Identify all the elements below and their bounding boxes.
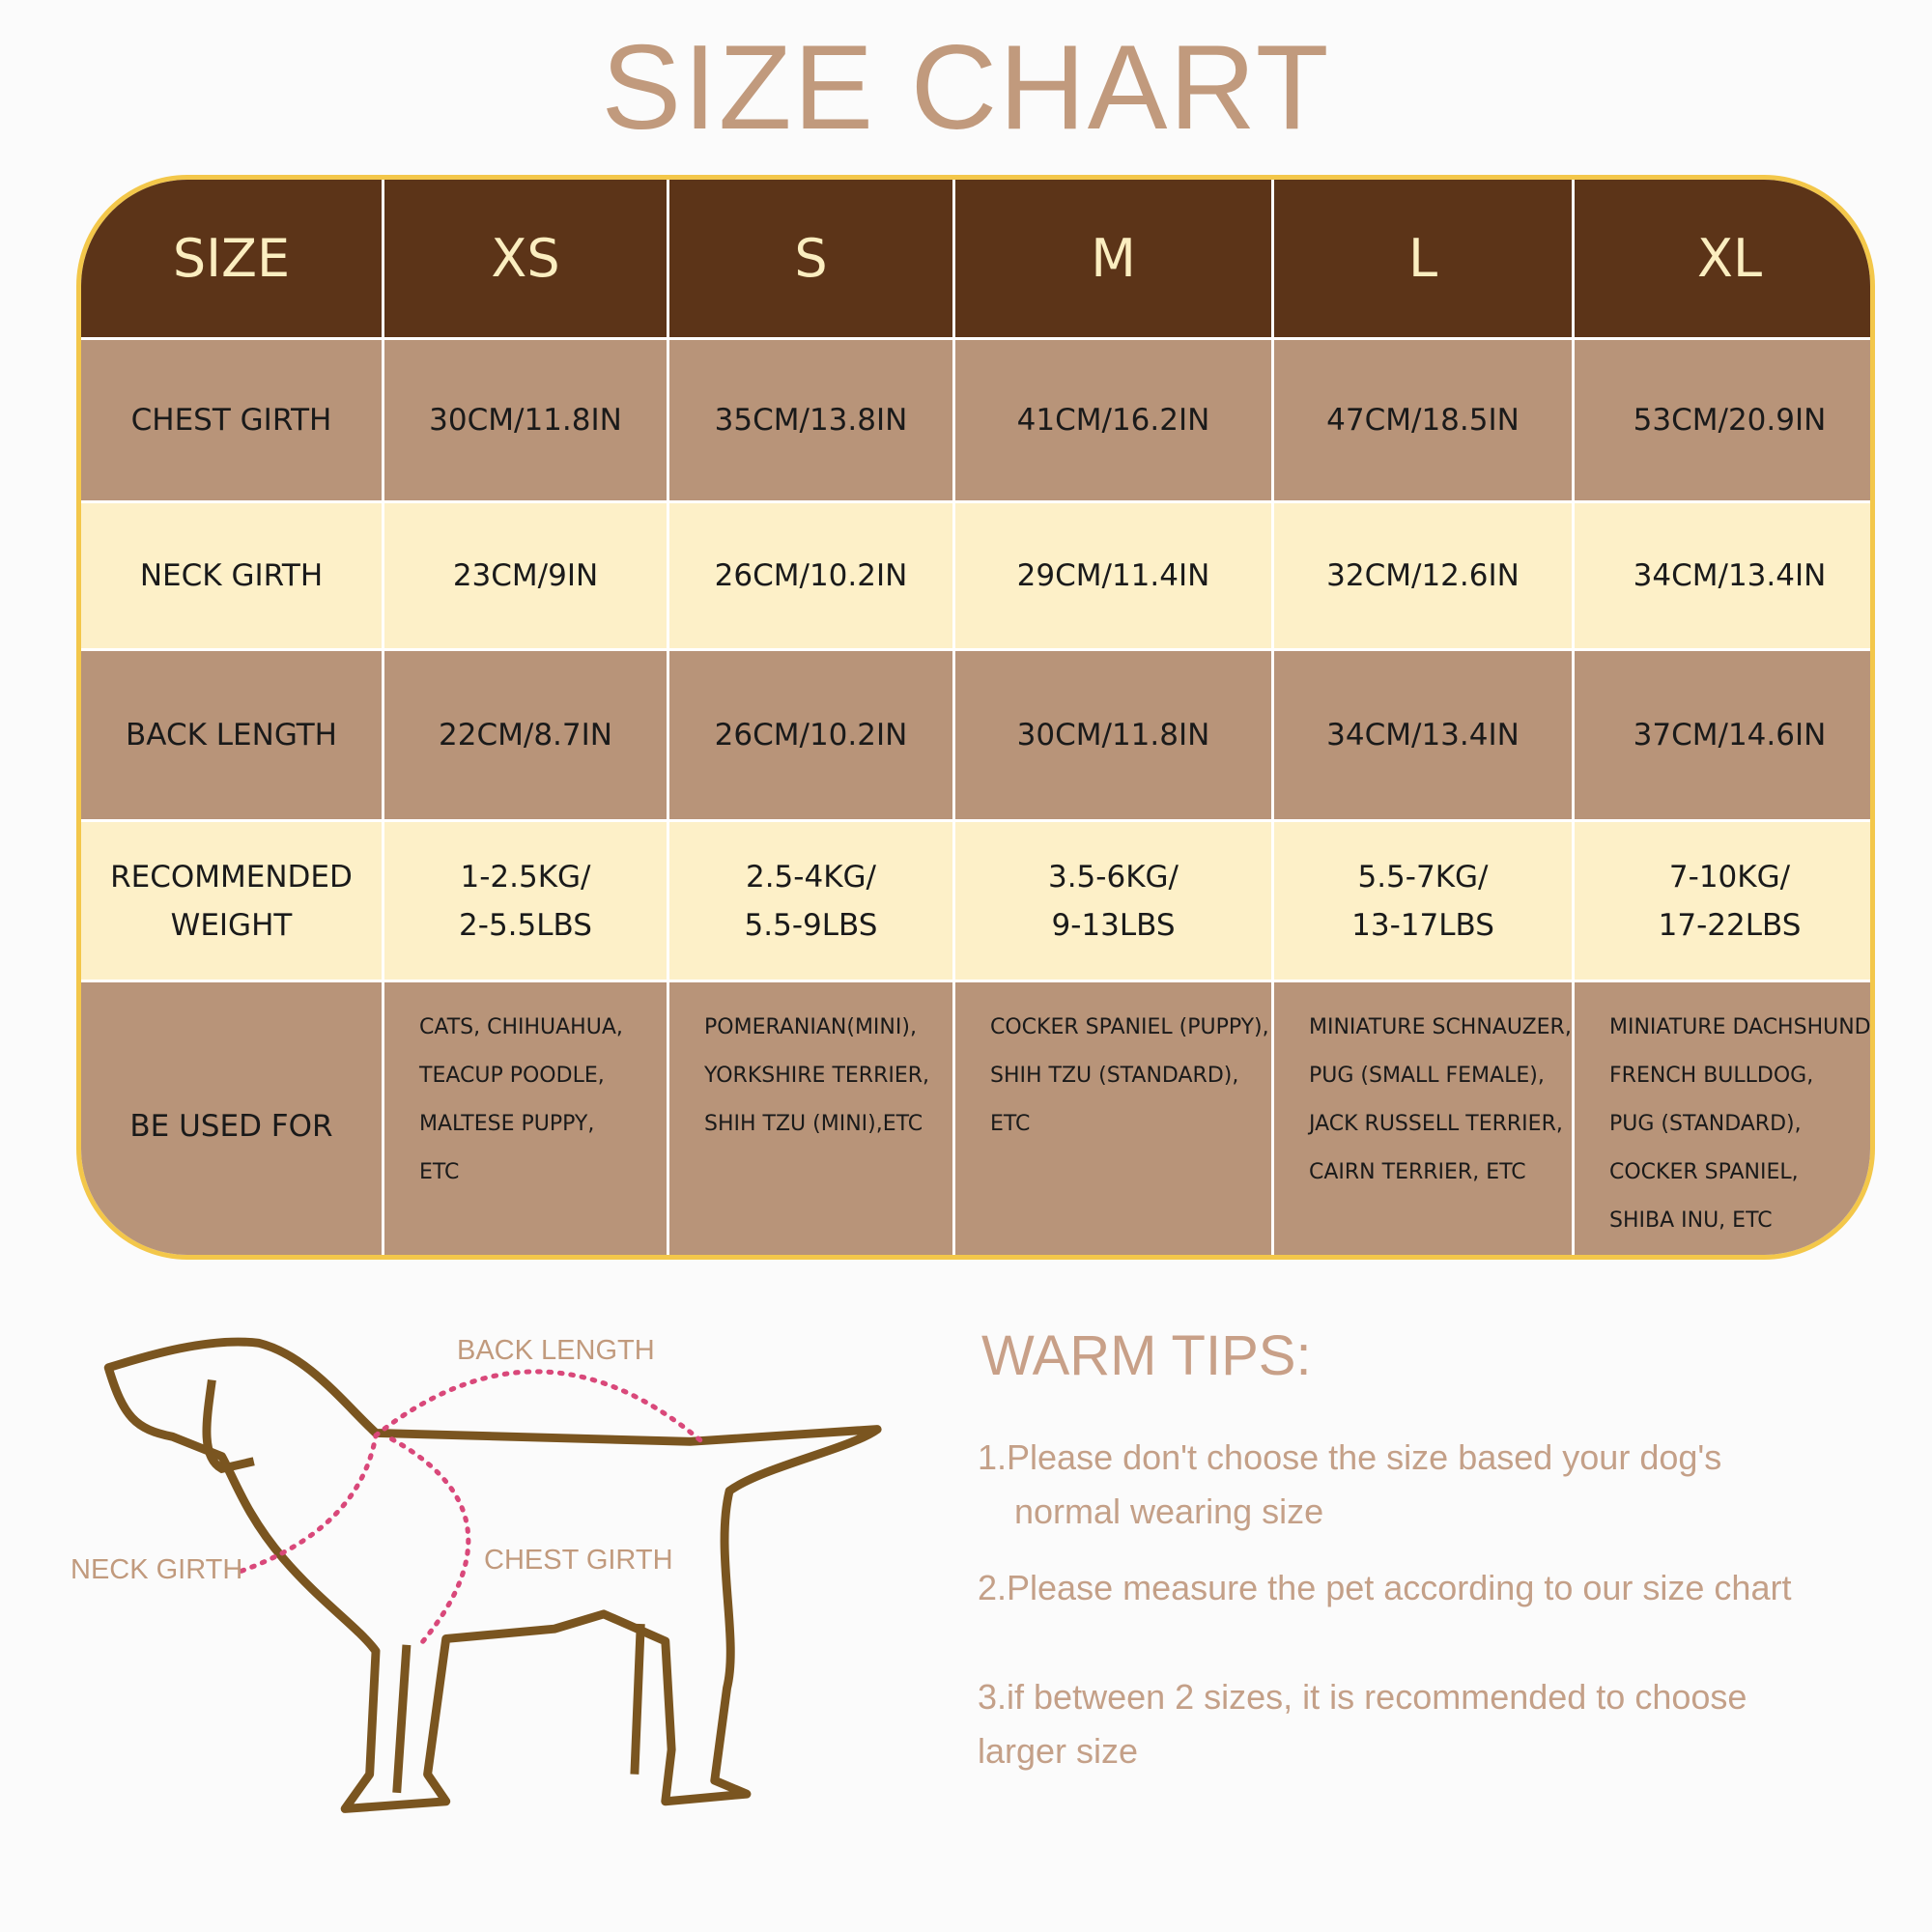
table-cell: 34CM/13.4IN xyxy=(1274,651,1572,819)
dog-ear xyxy=(202,1378,255,1474)
table-cell: MINIATURE DACHSHUND, FRENCH BULLDOG, PUG (… xyxy=(1575,982,1875,1255)
tip-line: 2.Please measure the pet according to ou… xyxy=(978,1568,1792,1607)
cell-line: MALTESE PUPPY, xyxy=(419,1112,595,1136)
table-cell: 41CM/16.2IN xyxy=(955,340,1271,500)
cell-line: ETC xyxy=(419,1160,460,1184)
dog-leg xyxy=(392,1623,645,1794)
table-cell: MINIATURE SCHNAUZER, PUG (SMALL FEMALE), J… xyxy=(1274,982,1572,1255)
table-cell: POMERANIAN(MINI), YORKSHIRE TERRIER, SHIH … xyxy=(669,982,952,1255)
tip-line: normal wearing size xyxy=(1014,1492,1324,1531)
cell-line: 13-17LBS xyxy=(1351,907,1494,943)
cell-line: JACK RUSSELL TERRIER, xyxy=(1309,1112,1563,1136)
cell-line: 2.5-4KG/ xyxy=(745,859,876,895)
tip-line: larger size xyxy=(978,1731,1139,1771)
table-cell: 30CM/11.8IN xyxy=(955,651,1271,819)
tips-title: WARM TIPS: xyxy=(981,1324,1312,1387)
table-cell: 22CM/8.7IN xyxy=(384,651,667,819)
cell-line: WEIGHT xyxy=(170,907,293,943)
cell-line: COCKER SPANIEL, xyxy=(1609,1160,1799,1184)
neck-measure xyxy=(239,1433,379,1574)
cell-line: 7-10KG/ xyxy=(1668,859,1791,895)
cell-line: PUG (STANDARD), xyxy=(1609,1112,1802,1136)
cell-line: CATS, CHIHUAHUA, xyxy=(419,1015,623,1039)
table-cell: 23CM/9IN xyxy=(384,503,667,648)
table-cell: BACK LENGTH xyxy=(81,651,382,819)
chest-measure xyxy=(389,1436,471,1649)
table-cell: 1-2.5KG/2-5.5LBS xyxy=(384,822,667,980)
table-cell: 30CM/11.8IN xyxy=(384,340,667,500)
table-cell: 32CM/12.6IN xyxy=(1274,503,1572,648)
cell-line: MINIATURE DACHSHUND, xyxy=(1609,1015,1875,1039)
cell-line: MINIATURE SCHNAUZER, xyxy=(1309,1015,1572,1039)
table-cell: 3.5-6KG/9-13LBS xyxy=(955,822,1271,980)
cell-line: 5.5-7KG/ xyxy=(1357,859,1489,895)
table-cell: NECK GIRTH xyxy=(81,503,382,648)
cell-line: SHIBA INU, ETC xyxy=(1609,1208,1773,1233)
table-cell: 5.5-7KG/13-17LBS xyxy=(1274,822,1572,980)
cell-line: SHIH TZU (MINI),ETC xyxy=(704,1112,923,1136)
table-cell: 53CM/20.9IN xyxy=(1575,340,1870,500)
cell-line: YORKSHIRE TERRIER, xyxy=(704,1064,930,1088)
table-cell: 26CM/10.2IN xyxy=(669,503,952,648)
table-cell: 2.5-4KG/5.5-9LBS xyxy=(669,822,952,980)
table-cell: RECOMMENDED WEIGHT xyxy=(81,822,382,980)
neck-girth-label: NECK GIRTH xyxy=(71,1554,243,1585)
tip-line: 3.if between 2 sizes, it is recommended … xyxy=(978,1677,1747,1717)
table-cell: 37CM/14.6IN xyxy=(1575,651,1870,819)
back-measure xyxy=(373,1369,708,1447)
header-cell: S xyxy=(669,180,952,337)
table-cell: CATS, CHIHUAHUA, TEACUP POODLE, MALTESE PU… xyxy=(384,982,667,1255)
page-title: SIZE CHART xyxy=(601,21,1331,155)
cell-line: PUG (SMALL FEMALE), xyxy=(1309,1064,1545,1088)
header-cell: M xyxy=(955,180,1271,337)
table-cell: CHEST GIRTH xyxy=(81,340,382,500)
cell-line: TEACUP POODLE, xyxy=(419,1064,605,1088)
cell-line: RECOMMENDED xyxy=(110,859,353,895)
cell-line: 9-13LBS xyxy=(1051,907,1176,943)
cell-line: 1-2.5KG/ xyxy=(460,859,591,895)
header-cell: L xyxy=(1274,180,1572,337)
table-cell: 26CM/10.2IN xyxy=(669,651,952,819)
table-cell: 35CM/13.8IN xyxy=(669,340,952,500)
table-cell: COCKER SPANIEL (PUPPY), SHIH TZU (STANDAR… xyxy=(955,982,1271,1255)
table-cell: 47CM/18.5IN xyxy=(1274,340,1572,500)
size-table: SIZE XS S M L XL CHEST GIRTH 30CM/11.8IN 35CM/13… xyxy=(76,175,1875,1260)
cell-line: SHIH TZU (STANDARD), ETC xyxy=(990,1064,1239,1136)
table-cell: BE USED FOR xyxy=(81,982,382,1255)
table-cell: 7-10KG/17-22LBS xyxy=(1575,822,1870,980)
table-cell: 29CM/11.4IN xyxy=(955,503,1271,648)
tip-line: 1.Please don't choose the size based you… xyxy=(978,1437,1722,1477)
cell-line: POMERANIAN(MINI), xyxy=(704,1015,917,1039)
table-cell: 34CM/13.4IN xyxy=(1575,503,1870,648)
chest-girth-label: CHEST GIRTH xyxy=(484,1545,673,1576)
cell-line: COCKER SPANIEL (PUPPY), xyxy=(990,1015,1269,1039)
cell-line: 5.5-9LBS xyxy=(744,907,878,943)
header-cell: SIZE xyxy=(81,180,382,337)
cell-line: CAIRN TERRIER, ETC xyxy=(1309,1160,1526,1184)
cell-line: FRENCH BULLDOG, xyxy=(1609,1064,1814,1088)
header-cell: XS xyxy=(384,180,667,337)
cell-line: 3.5-6KG/ xyxy=(1047,859,1179,895)
cell-line: 2-5.5LBS xyxy=(459,907,592,943)
back-length-label: BACK LENGTH xyxy=(457,1335,655,1366)
cell-line: 17-22LBS xyxy=(1658,907,1802,943)
header-cell: XL xyxy=(1575,180,1870,337)
